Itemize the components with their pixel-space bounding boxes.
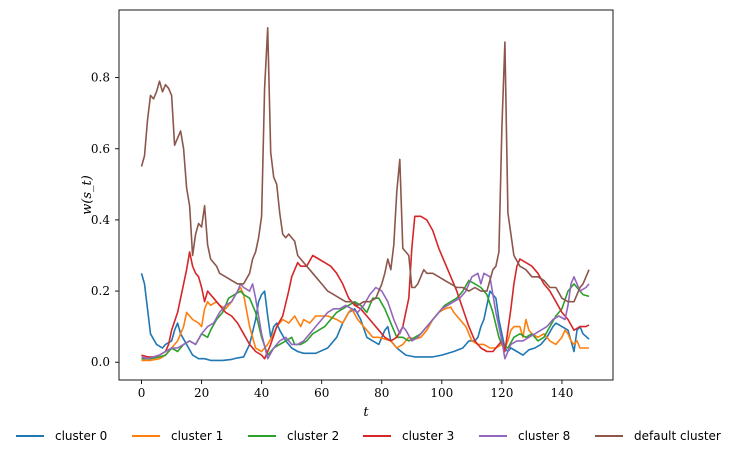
y-tick-label: 0.4 <box>91 213 110 227</box>
legend-label: default cluster <box>634 429 721 443</box>
legend-label: cluster 2 <box>287 429 340 443</box>
y-axis-ticks: 0.0 0.2 0.4 0.6 0.8 <box>91 71 119 369</box>
legend-item-cluster-0: cluster 0 <box>16 425 107 447</box>
x-tick-label: 100 <box>430 386 453 400</box>
legend-swatch <box>248 435 276 437</box>
series-line-default-cluster <box>140 26 590 307</box>
plot-frame <box>118 9 614 381</box>
legend-item-cluster-1: cluster 1 <box>132 425 223 447</box>
y-axis-label: w(s_t) <box>80 175 95 215</box>
legend-item-cluster-2: cluster 2 <box>248 425 339 447</box>
legend-item-cluster-8: cluster 8 <box>479 425 570 447</box>
legend-swatch <box>479 435 507 437</box>
x-tick-label: 140 <box>550 386 573 400</box>
legend-item-default-cluster: default cluster <box>595 425 721 447</box>
line-chart: 0 20 40 60 80 100 120 140 0.0 0.2 0.4 0.6 0.8 t w(s… <box>80 9 614 420</box>
x-tick-label: 20 <box>194 386 209 400</box>
legend-label: cluster 0 <box>55 429 108 443</box>
x-axis-label: t <box>363 405 369 420</box>
y-tick-label: 0.8 <box>91 71 110 85</box>
legend-label: cluster 1 <box>171 429 224 443</box>
legend-swatch <box>363 435 391 437</box>
series-line-cluster-0 <box>140 273 590 362</box>
x-tick-label: 80 <box>374 386 389 400</box>
y-tick-label: 0.0 <box>91 355 110 369</box>
x-tick-label: 0 <box>138 386 146 400</box>
plot-area-background <box>119 10 613 380</box>
series-line-cluster-3 <box>141 215 590 360</box>
legend: cluster 0 cluster 1 cluster 2 cluster 3 clus… <box>0 425 731 447</box>
legend-swatch <box>132 435 160 437</box>
x-tick-label: 40 <box>254 386 269 400</box>
x-axis-ticks: 0 20 40 60 80 100 120 140 <box>138 380 573 400</box>
x-tick-label: 120 <box>490 386 513 400</box>
legend-swatch <box>595 435 623 437</box>
legend-swatch <box>16 435 44 437</box>
legend-label: cluster 8 <box>518 429 571 443</box>
y-tick-label: 0.6 <box>91 142 110 156</box>
series-line-cluster-2 <box>141 279 590 360</box>
series-layer <box>140 26 590 362</box>
y-tick-label: 0.2 <box>91 284 110 298</box>
legend-item-cluster-3: cluster 3 <box>363 425 454 447</box>
legend-label: cluster 3 <box>402 429 455 443</box>
series-line-cluster-8 <box>141 272 590 360</box>
x-tick-label: 60 <box>314 386 329 400</box>
